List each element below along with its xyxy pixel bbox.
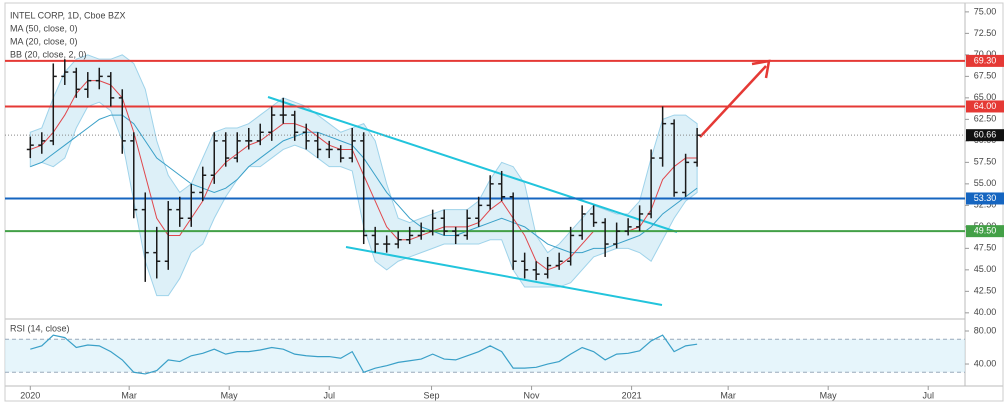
x-tick-label: Jul (323, 390, 335, 400)
last-price-marker (966, 129, 1004, 142)
chart-title: INTEL CORP, 1D, Cboe BZX (10, 10, 126, 20)
level-label: 53.30 (974, 193, 997, 203)
x-tick-label: Nov (524, 390, 541, 400)
y-tick-label: 40.00 (974, 307, 997, 317)
x-tick-label: Mar (720, 390, 736, 400)
legend-entry: MA (50, close, 0) (10, 23, 78, 33)
y-tick-label: 62.50 (974, 114, 997, 124)
y-tick-label: 70.00 (974, 49, 997, 59)
x-tick-label: May (820, 390, 838, 400)
rsi-tick-label: 40.00 (974, 358, 997, 368)
arrow (699, 65, 767, 138)
x-tick-label: May (221, 390, 239, 400)
y-tick-label: 52.50 (974, 200, 997, 210)
level-marker (966, 225, 1004, 238)
rsi-line (30, 334, 698, 375)
y-tick-label: 47.50 (974, 243, 997, 253)
rsi-title: RSI (14, close) (10, 323, 70, 333)
y-tick-label: 55.00 (974, 178, 997, 188)
x-tick-label: Sep (424, 390, 440, 400)
legend-entry: MA (20, close, 0) (10, 36, 78, 46)
x-tick-label: Mar (121, 390, 137, 400)
y-tick-label: 57.50 (974, 157, 997, 167)
rsi-tick-label: 80.00 (974, 325, 997, 335)
y-tick-label: 67.50 (974, 71, 997, 81)
trend-line (345, 246, 663, 306)
x-tick-label: 2020 (20, 390, 40, 400)
last-price-label: 60.66 (974, 130, 997, 140)
level-marker (966, 54, 1004, 67)
y-tick-label: 72.50 (974, 28, 997, 38)
level-label: 49.50 (974, 226, 997, 236)
y-tick-label: 45.00 (974, 264, 997, 274)
level-marker (966, 100, 1004, 113)
x-tick-label: 2021 (622, 390, 642, 400)
x-tick-label: Jul (922, 390, 934, 400)
legend-entry: BB (20, close, 2, 0) (10, 49, 87, 59)
y-tick-label: 75.00 (974, 6, 997, 16)
level-marker (966, 192, 1004, 205)
y-tick-label: 65.00 (974, 92, 997, 102)
y-tick-label: 42.50 (974, 286, 997, 296)
level-label: 69.30 (974, 55, 997, 65)
trend-line (267, 96, 678, 233)
rsi-band (5, 339, 965, 373)
level-label: 64.00 (974, 101, 997, 111)
